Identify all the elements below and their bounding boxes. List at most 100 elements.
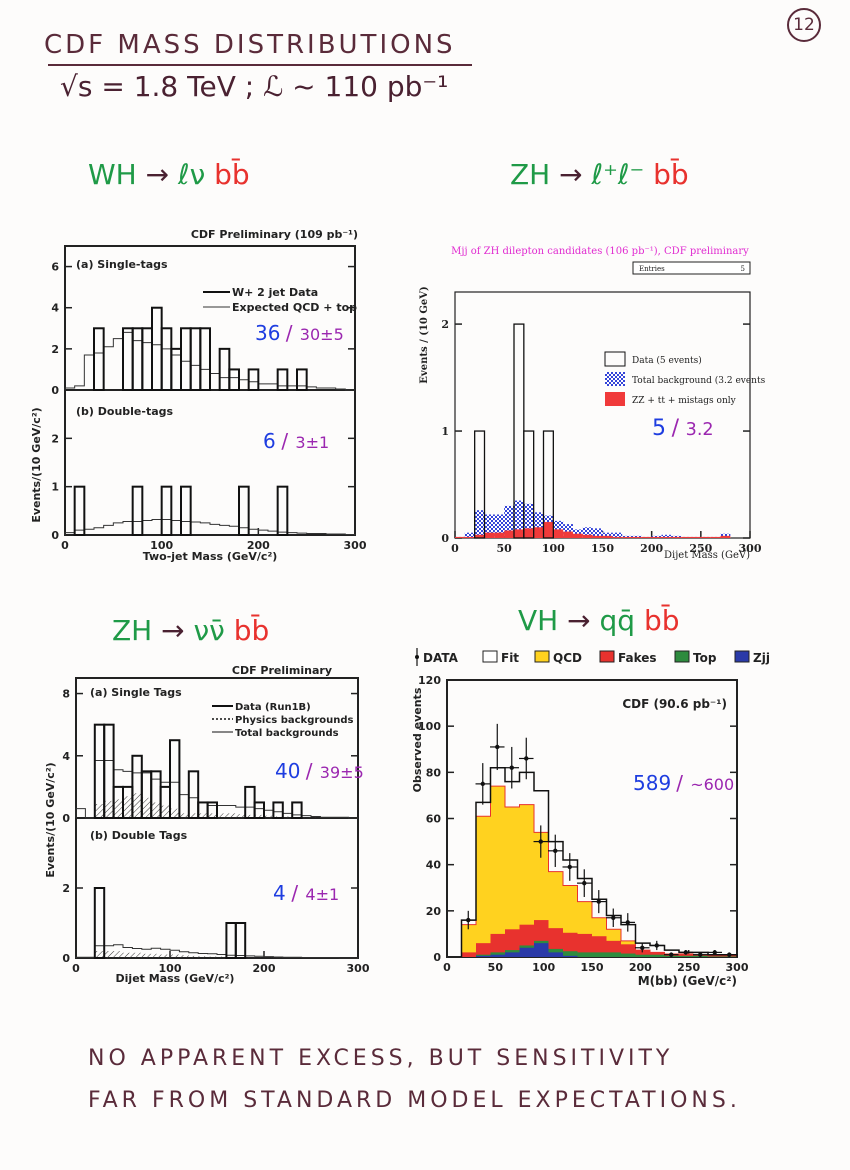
y-tick-label: 2 — [62, 882, 70, 895]
y-tick-label: 0 — [51, 384, 59, 397]
annotation-observed: 36 — [255, 321, 280, 345]
background-bar — [582, 527, 593, 538]
zz-tt-mistag-bar — [691, 536, 701, 538]
series-expected — [64, 331, 355, 391]
boson: ZH — [510, 158, 551, 191]
data-bar — [542, 430, 554, 539]
zz-tt-mistag-bar — [641, 536, 652, 538]
zz-tt-mistag-bar — [602, 535, 613, 538]
y-tick-label: 80 — [426, 766, 442, 779]
physics-background-bar — [217, 813, 227, 818]
stack-bar-top — [606, 952, 621, 957]
data-bar — [276, 368, 289, 392]
background-bar — [514, 500, 524, 538]
stack-bar-fakes — [476, 943, 491, 957]
conclusion-line-2: FAR FROM STANDARD MODEL EXPECTATIONS. — [88, 1088, 741, 1113]
decay-quarks-light: qq̄ — [599, 604, 636, 637]
data-bar — [296, 368, 308, 392]
stack-bar-top — [592, 952, 607, 957]
data-point — [596, 899, 601, 904]
data-bar — [73, 485, 86, 536]
x-tick-label: 200 — [629, 961, 652, 974]
panel-label: (a) Single Tags — [90, 686, 182, 699]
physics-background-bar — [264, 815, 274, 818]
stack-bar-zjj — [476, 955, 491, 957]
data-point — [582, 880, 587, 886]
boson: VH — [518, 604, 559, 637]
data-point — [727, 952, 732, 957]
y-axis-label: Events / (10 GeV) — [419, 286, 430, 383]
background-bar — [504, 505, 514, 538]
zz-tt-mistag-bar — [582, 534, 593, 538]
x-tick-label: 100 — [150, 539, 173, 552]
legend-swatch — [482, 650, 498, 663]
annotation-separator: / — [286, 321, 293, 345]
page-title: CDF MASS DISTRIBUTIONS — [44, 30, 456, 60]
legend-swatch — [604, 351, 626, 367]
y-tick-label: 6 — [51, 261, 59, 274]
x-axis-label: Dijet Mass (GeV/c²) — [116, 972, 235, 985]
data-point — [640, 945, 645, 950]
legend-label: Zjj — [753, 651, 770, 665]
legend-label: Data (5 events) — [632, 355, 702, 366]
data-bar — [131, 327, 144, 391]
data-point — [567, 864, 572, 870]
legend-label: Fakes — [618, 651, 657, 665]
data-point — [466, 917, 471, 923]
x-tick-label: 150 — [591, 542, 614, 555]
x-tick-label: 0 — [72, 962, 80, 975]
y-tick-label: 0 — [441, 532, 449, 545]
zz-tt-mistag-bar — [671, 536, 682, 538]
stack-bar-top — [650, 954, 665, 957]
y-tick-label: 20 — [426, 905, 442, 918]
x-tick-label: 100 — [532, 961, 555, 974]
annotation-separator: / — [676, 771, 683, 795]
zz-tt-mistag-bar — [720, 535, 731, 538]
background-bar — [533, 512, 544, 538]
annotation-observed: 6 — [263, 429, 276, 453]
data-point — [495, 744, 500, 750]
physics-background-bar — [198, 956, 208, 958]
annotation-expected: 4±1 — [305, 885, 339, 904]
background-bar — [592, 528, 603, 538]
physics-background-bar — [104, 800, 114, 818]
data-bar — [187, 770, 200, 820]
plot-frame — [454, 291, 751, 539]
y-tick-label: 100 — [418, 720, 441, 733]
boson: WH — [88, 158, 137, 191]
data-bar — [141, 327, 154, 391]
decay-quarks: bb̄ — [214, 158, 250, 191]
physics-background-bar — [123, 796, 133, 818]
annotation-expected: 30±5 — [300, 325, 344, 344]
zz-tt-mistag-bar — [563, 531, 573, 538]
data-bar — [238, 485, 250, 536]
annotation-separator: / — [672, 416, 680, 441]
arrow: → — [161, 614, 185, 647]
data-bar — [151, 306, 163, 391]
zz-tt-mistag-bar — [455, 536, 465, 538]
y-tick-label: 8 — [62, 688, 70, 701]
background-bar — [484, 514, 495, 538]
data-point — [509, 765, 514, 770]
annotation-observed: 589 — [633, 771, 671, 795]
chart-title: CDF Preliminary (109 pb⁻¹) — [191, 228, 358, 241]
physics-background-bar — [160, 954, 170, 958]
chart-wh-lvbb: CDF Preliminary (109 pb⁻¹) 0 2 4 6 0 1 2 0 100 200… — [30, 228, 367, 563]
zz-tt-mistag-bar — [474, 534, 485, 538]
x-tick-label: 50 — [488, 961, 504, 974]
x-tick-label: 0 — [443, 961, 451, 974]
stack-bar-zjj — [505, 952, 520, 957]
x-tick-label: 300 — [344, 539, 367, 552]
x-tick-label: 300 — [347, 962, 370, 975]
stack-bar-top — [621, 953, 636, 957]
panel-label: (a) Single-tags — [76, 258, 168, 271]
series-total-background — [75, 944, 358, 959]
x-tick-label: 200 — [247, 539, 270, 552]
y-tick-label: 0 — [51, 529, 59, 542]
x-tick-label: 150 — [581, 961, 604, 974]
physics-background-bar — [113, 799, 123, 818]
stack-bar-fakes — [650, 952, 665, 957]
zz-tt-mistag-bar — [622, 536, 632, 538]
arrow: → — [567, 604, 591, 637]
physics-background-bar — [132, 793, 142, 818]
